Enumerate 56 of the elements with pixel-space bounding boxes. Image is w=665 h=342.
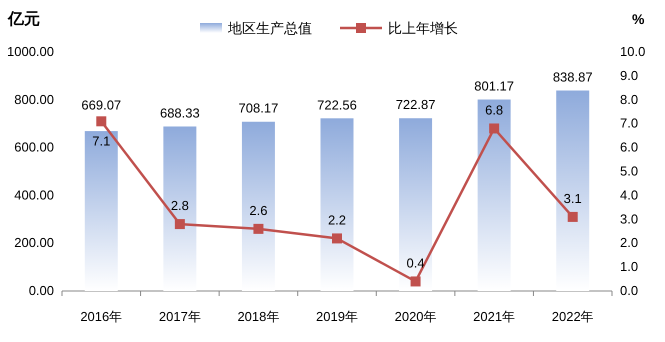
y2-tick-label: 3.0 <box>620 211 638 226</box>
bar <box>399 118 432 291</box>
point <box>332 233 342 244</box>
data-label: 708.17 <box>238 100 278 116</box>
x-tick-label: 2016年 <box>80 309 122 324</box>
point <box>96 116 106 126</box>
bar <box>84 131 118 291</box>
data-label: 6.8 <box>485 102 504 118</box>
y2-tick-label: 7.0 <box>620 116 638 131</box>
data-label: 2.2 <box>328 212 346 228</box>
y2-tick-label: 9.0 <box>620 68 638 83</box>
data-label: 7.1 <box>92 133 110 148</box>
x-tick-label: 2019年 <box>316 309 358 324</box>
data-label: 722.56 <box>317 97 357 112</box>
data-label: 2.6 <box>249 202 268 218</box>
y-tick-label: 400.00 <box>14 187 54 202</box>
point <box>410 276 421 286</box>
y2-tick-label: 2.0 <box>620 235 638 250</box>
point <box>174 219 185 230</box>
data-label: 801.17 <box>474 78 514 94</box>
y-tick-label: 200.00 <box>14 235 54 250</box>
x-tick-label: 2018年 <box>237 309 280 324</box>
point <box>253 224 264 234</box>
bar <box>163 126 196 291</box>
data-label: 2.8 <box>170 198 189 214</box>
data-label: 722.87 <box>396 97 436 112</box>
x-tick-label: 2022年 <box>552 309 594 324</box>
data-label: 688.33 <box>160 105 200 120</box>
point <box>489 123 500 134</box>
y-tick-label: 1000.00 <box>7 44 54 59</box>
y2-tick-label: 8.0 <box>620 92 638 107</box>
y2-tick-label: 1.0 <box>620 259 638 274</box>
y2-tick-label: 0.0 <box>620 283 638 298</box>
y-tick-label: 800.00 <box>14 92 54 107</box>
bar <box>320 118 354 291</box>
bar <box>556 90 590 291</box>
y-axis-title: 亿元 <box>7 10 40 28</box>
data-label: 0.4 <box>406 255 425 270</box>
y-tick-label: 600.00 <box>14 140 54 155</box>
legend-label: 地区生产总值 <box>227 20 312 36</box>
data-label: 3.1 <box>564 190 582 206</box>
data-label: 669.07 <box>81 97 122 112</box>
y2-axis-title: % <box>632 11 645 27</box>
x-tick-label: 2020年 <box>394 309 437 324</box>
x-tick-label: 2021年 <box>473 309 516 324</box>
y2-tick-label: 6.0 <box>620 140 638 155</box>
point <box>568 212 578 222</box>
y2-tick-label: 5.0 <box>620 164 638 178</box>
legend-label: 比上年增长 <box>388 20 458 36</box>
x-tick-label: 2017年 <box>158 309 201 324</box>
y2-tick-label: 4.0 <box>620 187 638 202</box>
bar <box>242 122 275 291</box>
bar <box>478 100 511 291</box>
y-tick-label: 0.00 <box>28 283 54 298</box>
y2-tick-label: 10.0 <box>620 44 646 59</box>
data-label: 838.87 <box>552 70 593 85</box>
